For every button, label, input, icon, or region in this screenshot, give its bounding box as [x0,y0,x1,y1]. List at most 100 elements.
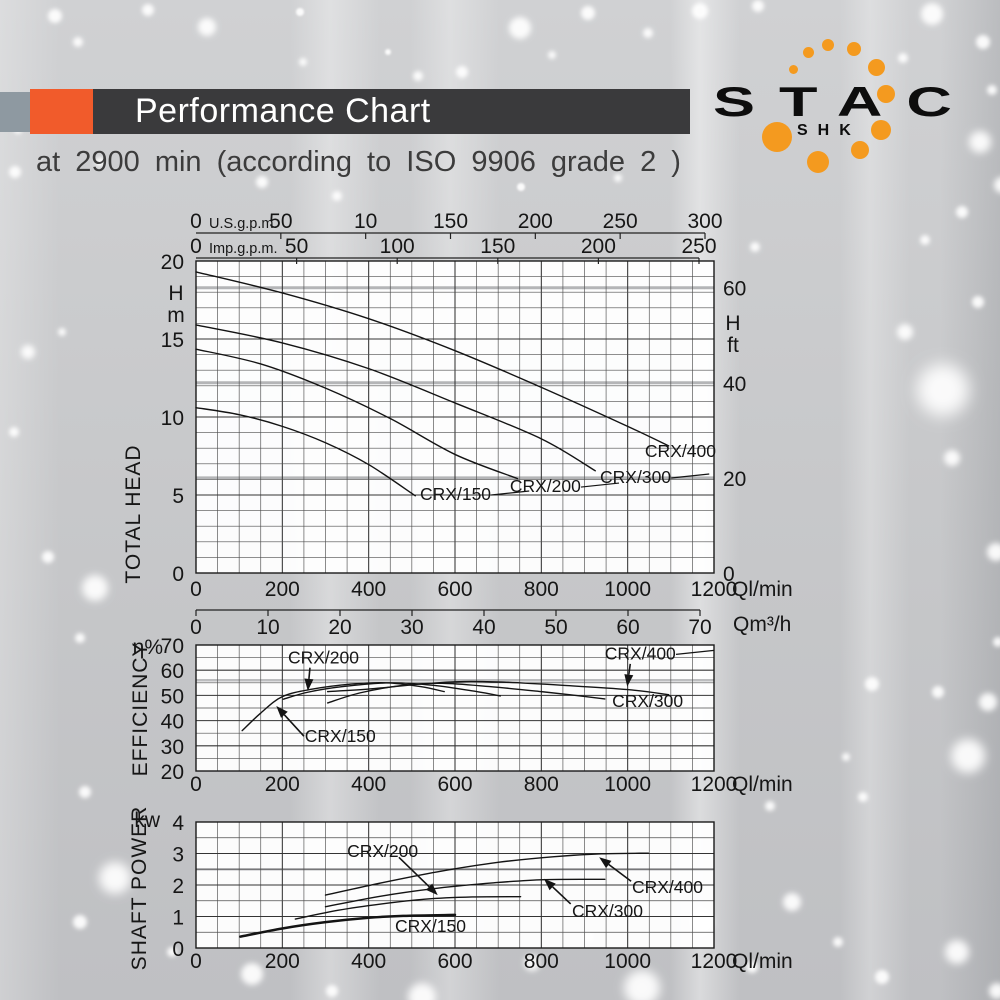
curve-CRX/300 [326,682,606,704]
curve-CRX/300 [195,324,596,472]
chart-text: 200 [265,578,300,601]
chart-text: 0 [723,563,735,586]
header-accent-block [30,89,93,134]
curve-label-CRX/400: CRX/400 [605,643,676,663]
chart-text: 100 [380,235,415,258]
curve-label-CRX/400: CRX/400 [632,877,703,897]
plot-border [195,260,715,574]
label-leader [580,482,620,488]
chart-text: 70 [161,635,184,658]
chart-text: m [167,304,185,327]
header-gray-block [0,92,30,132]
label-arrow [552,886,572,905]
chart-text: 1200 [691,950,738,973]
chart-text: 20 [161,761,184,784]
chart-text: 400 [351,773,386,796]
chart-text: 0 [172,563,184,586]
curve-CRX/400 [324,852,650,896]
axis-title-shaft-power: SHAFT POWER [128,806,151,971]
chart-text: 600 [437,578,472,601]
curve-label-CRX/300: CRX/300 [612,691,683,711]
chart-text: 1200 [691,773,738,796]
page-title: Performance Chart [135,92,431,130]
chart-text: H [725,312,740,335]
curve-label-CRX/300: CRX/300 [600,467,671,487]
curve-CRX/200 [282,682,502,700]
chart-text: H [168,282,183,305]
curve-label-CRX/200: CRX/200 [347,841,418,861]
chart-text: 1 [172,907,184,930]
chart-text: 800 [524,578,559,601]
chart-text: 1200 [691,578,738,601]
chart-text: 50 [285,235,308,258]
chart-text: 0 [190,950,202,973]
chart-text: 2 [172,875,184,898]
chart-text: 10 [161,407,184,430]
curve-CRX/200 [195,348,519,480]
chart-text: 800 [524,773,559,796]
label-arrow [628,663,632,675]
chart-text: 600 [437,950,472,973]
curve-CRX/400 [326,680,670,696]
label-leader [675,649,715,655]
chart-text: 3 [172,844,184,867]
chart-text: 1000 [604,773,651,796]
arrowhead-icon [599,857,612,869]
chart-text: 50 [544,616,567,639]
chart-text: 60 [616,616,639,639]
label-arrow [608,863,632,882]
chart-text: 0 [190,616,202,639]
chart-text: 50 [269,210,292,233]
chart-text: 4 [172,812,184,835]
plot-border [195,644,715,772]
chart-text: 200 [518,210,553,233]
curve-label-CRX/150: CRX/150 [305,726,376,746]
curve-label-CRX/150: CRX/150 [395,916,466,936]
arrowhead-icon [624,674,634,687]
chart-text: 50 [161,685,184,708]
label-arrow [283,714,305,737]
chart-text: 40 [723,373,746,396]
chart-text: 250 [603,210,638,233]
arrowhead-icon [543,878,556,891]
chart-text: Imp.g.p.m. [209,241,278,257]
chart-text: 60 [723,278,746,301]
stac-logo: STAC SHK [700,20,1000,190]
chart-text: 150 [480,235,515,258]
chart-text: 800 [524,950,559,973]
chart-text: 5 [172,485,184,508]
chart-text: 600 [437,773,472,796]
chart-text: 20 [723,468,746,491]
curve-CRX/150 [241,681,445,732]
arrowhead-icon [276,705,288,718]
logo-subtext: SHK [797,122,861,139]
arrowhead-icon [304,678,314,691]
chart-text: Ql/min [732,950,793,973]
chart-text: 250 [681,235,716,258]
chart-text: 40 [161,711,184,734]
arrowhead-icon [425,883,438,896]
chart-text: 10 [256,616,279,639]
chart-text: 30 [161,736,184,759]
chart-text: 0 [190,235,202,258]
chart-text: 300 [687,210,722,233]
chart-text: 70 [688,616,711,639]
chart-text: 1000 [604,950,651,973]
chart-text: 200 [581,235,616,258]
chart-text: 0 [172,938,184,961]
curve-CRX/150 [239,913,457,938]
chart-text: 1000 [604,578,651,601]
chart-text: 20 [161,251,184,274]
logo-text: STAC [713,78,976,125]
chart-text: 60 [161,660,184,683]
chart-text: 400 [351,950,386,973]
chart-text: 30 [400,616,423,639]
title-bar: Performance Chart [93,89,690,134]
chart-text: U.S.g.p.m. [209,216,278,232]
curve-label-CRX/150: CRX/150 [420,484,491,504]
